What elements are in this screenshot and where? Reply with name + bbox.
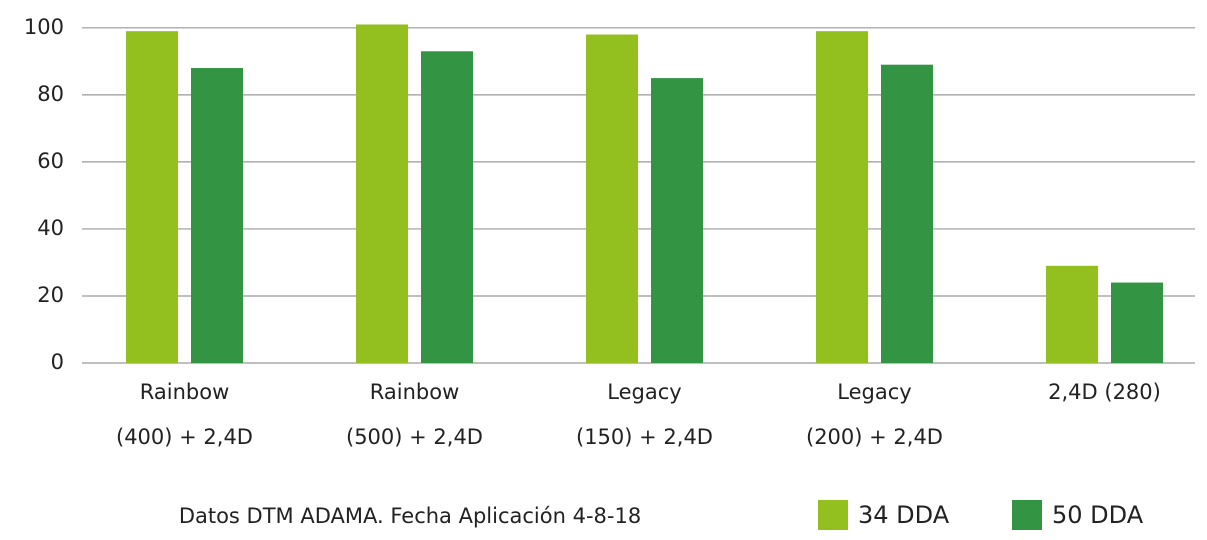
x-tick-label: Legacy (607, 380, 681, 404)
legend-label: 34 DDA (858, 501, 950, 529)
bar (1111, 282, 1163, 363)
annotation: Datos DTM ADAMA. Fecha Aplicación 4-8-18 (179, 504, 641, 528)
legend-label: 50 DDA (1052, 501, 1144, 529)
x-tick-label: (200) + 2,4D (806, 425, 943, 449)
y-tick-label: 0 (51, 350, 64, 374)
bar (1046, 265, 1098, 363)
y-tick-label: 40 (37, 216, 64, 240)
x-tick-label: Rainbow (140, 380, 230, 404)
y-tick-label: 80 (37, 82, 64, 106)
y-tick-label: 20 (37, 283, 64, 307)
x-tick-label: (150) + 2,4D (576, 425, 713, 449)
y-tick-label: 100 (24, 15, 64, 39)
bar (651, 78, 703, 363)
bar (881, 64, 933, 364)
bar (356, 24, 408, 364)
bar (816, 31, 868, 364)
bar (191, 68, 243, 363)
bar (586, 34, 638, 363)
bar (421, 51, 473, 364)
x-tick-label: Rainbow (370, 380, 460, 404)
legend-swatch (818, 500, 848, 530)
y-tick-label: 60 (37, 149, 64, 173)
x-tick-label: (400) + 2,4D (116, 425, 253, 449)
x-tick-label: Legacy (837, 380, 911, 404)
legend-swatch (1012, 500, 1042, 530)
x-tick-label: (500) + 2,4D (346, 425, 483, 449)
bar (126, 31, 178, 364)
x-tick-label: 2,4D (280) (1048, 380, 1161, 404)
